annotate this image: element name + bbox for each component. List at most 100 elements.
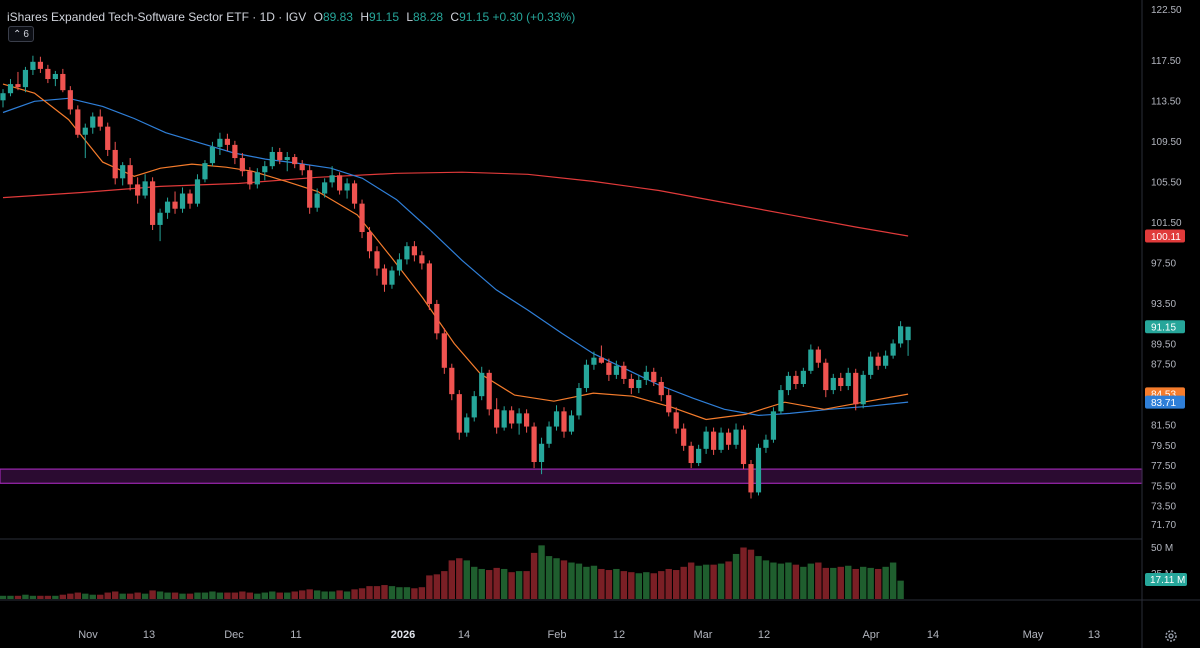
- candle: [396, 253, 403, 276]
- price-label-text: 91.15: [1151, 323, 1176, 334]
- candle: [868, 351, 874, 379]
- time-tick-label: 2026: [391, 629, 415, 641]
- close-value: 91.15: [459, 10, 490, 24]
- candle-body: [299, 164, 305, 171]
- candle: [576, 382, 582, 420]
- candle-body: [389, 270, 395, 285]
- volume-bar: [628, 572, 635, 599]
- candle-body: [643, 371, 649, 380]
- candle: [553, 405, 560, 431]
- candle: [307, 165, 313, 214]
- candle-body: [164, 201, 171, 213]
- candle-body: [112, 149, 118, 179]
- candle-body: [67, 90, 73, 110]
- volume-bar: [852, 568, 859, 599]
- candle: [793, 370, 799, 390]
- volume-bar: [149, 590, 156, 599]
- candle: [67, 86, 73, 115]
- price-tick-label: 93.50: [1151, 299, 1176, 310]
- volume-bar: [67, 593, 74, 599]
- candle: [314, 188, 320, 212]
- candle-body: [75, 109, 81, 135]
- volume-bar: [22, 594, 29, 599]
- candle-body: [853, 372, 859, 405]
- indicators-toggle-button[interactable]: ⌃ 6: [8, 26, 34, 42]
- candle-body: [531, 426, 537, 463]
- volume-bar: [426, 575, 433, 599]
- candle-body: [269, 151, 275, 167]
- candle-body: [374, 251, 380, 269]
- candle: [97, 109, 103, 131]
- candle: [322, 178, 328, 198]
- candle: [299, 160, 305, 176]
- candle-body: [494, 409, 500, 428]
- candle-body: [307, 170, 313, 208]
- volume-bar: [306, 589, 313, 599]
- candle-body: [763, 439, 769, 448]
- candle: [711, 427, 717, 455]
- time-tick-label: Apr: [862, 629, 879, 641]
- candle-body: [538, 443, 545, 463]
- candle: [898, 321, 904, 348]
- candle: [785, 371, 791, 396]
- volume-bar: [717, 563, 725, 599]
- volume-bar: [732, 553, 740, 599]
- volume-bar: [239, 591, 246, 599]
- volume-bar: [800, 566, 807, 599]
- volume-bar: [343, 591, 351, 599]
- candle-body: [426, 263, 432, 304]
- candle: [486, 369, 492, 416]
- candle: [164, 197, 171, 219]
- candle: [606, 358, 612, 381]
- candle-body: [232, 144, 238, 159]
- price-tick-label: 122.50: [1151, 5, 1182, 16]
- candle: [404, 242, 410, 265]
- price-tick-label: 89.50: [1151, 339, 1176, 350]
- candle-body: [434, 303, 440, 334]
- candle-body: [411, 246, 417, 256]
- volume-bar: [224, 592, 231, 599]
- candle-body: [456, 394, 462, 433]
- volume-bar: [463, 560, 470, 599]
- candle: [778, 385, 784, 415]
- candle: [875, 352, 881, 370]
- candle: [516, 408, 522, 435]
- candle: [441, 328, 447, 374]
- volume-bar: [291, 591, 298, 599]
- candle-body: [561, 411, 567, 432]
- symbol-title[interactable]: iShares Expanded Tech-Software Sector ET…: [7, 10, 307, 24]
- volume-bar: [643, 572, 650, 599]
- candle-body: [60, 73, 66, 91]
- time-axis[interactable]: Nov 13 Dec 11 2026 14 Feb 12 Mar 12 Apr 14 May 13: [78, 629, 1100, 641]
- candle: [696, 444, 702, 467]
- candle: [853, 368, 859, 411]
- candle-body: [591, 357, 597, 365]
- candle-body: [755, 447, 762, 493]
- support-zone-band: [0, 468, 1143, 484]
- candle: [456, 390, 462, 440]
- candle: [434, 299, 440, 340]
- gear-icon[interactable]: [1163, 628, 1179, 644]
- candle-body: [292, 157, 298, 165]
- candle-body: [262, 166, 268, 173]
- price-label-text: 83.71: [1151, 398, 1176, 409]
- candle: [262, 161, 268, 181]
- candle-body: [135, 184, 141, 196]
- volume-bar: [284, 592, 291, 599]
- candle-body: [868, 356, 874, 375]
- volume-bar: [635, 573, 642, 599]
- candle: [509, 406, 515, 429]
- candle-body: [449, 367, 455, 395]
- candle: [7, 79, 14, 97]
- candle-body: [322, 182, 328, 194]
- volume-bar: [471, 566, 478, 599]
- price-tick-label: 97.50: [1151, 258, 1176, 269]
- volume-bar: [433, 574, 441, 599]
- volume-bar: [44, 595, 52, 599]
- candle-body: [464, 417, 470, 433]
- candle-body: [172, 201, 178, 209]
- volume-bar: [755, 556, 762, 599]
